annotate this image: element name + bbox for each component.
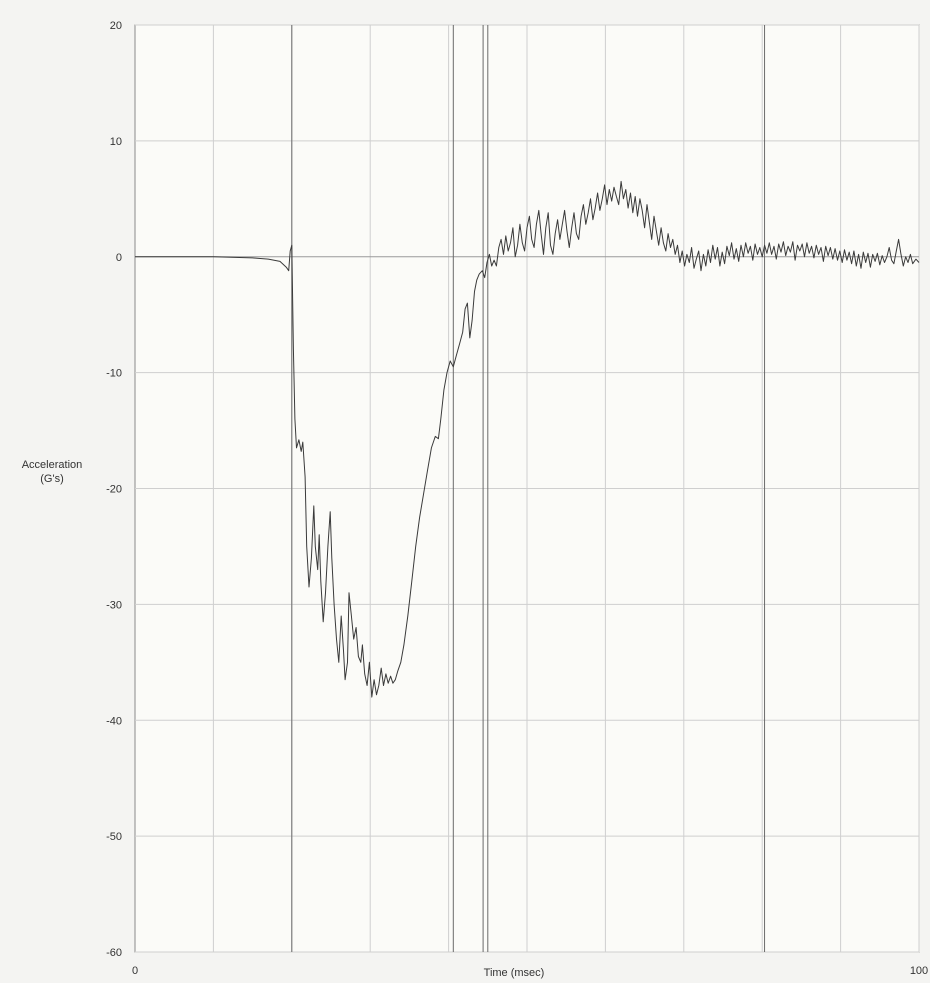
vertical-markers [291, 25, 766, 952]
x-tick-label: 100 [910, 965, 928, 977]
x-tick-label: 0 [132, 965, 138, 977]
y-tick-label: -10 [106, 368, 122, 380]
y-tick-label: 20 [110, 20, 122, 32]
gridlines [135, 24, 920, 953]
data-series [135, 180, 920, 698]
y-axis-title-line2: (G's) [40, 473, 63, 485]
y-axis-title-line1: Acceleration [22, 459, 83, 471]
y-tick-label: 0 [116, 252, 122, 264]
y-tick-label: -30 [106, 599, 122, 611]
y-tick-label: -50 [106, 831, 122, 843]
acceleration-series-line [135, 180, 920, 698]
y-tick-label: -60 [106, 947, 122, 959]
y-tick-label: 10 [110, 136, 122, 148]
x-axis-ticks: 0 100 [132, 965, 928, 977]
y-tick-label: -40 [106, 715, 122, 727]
y-tick-label: -20 [106, 484, 122, 496]
y-axis-ticks: 20 10 0 -10 -20 -30 -40 -50 -60 [106, 20, 122, 959]
x-axis-title: Time (msec) [484, 967, 545, 979]
